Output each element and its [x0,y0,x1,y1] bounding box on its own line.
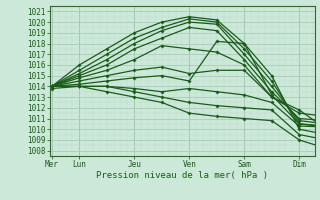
X-axis label: Pression niveau de la mer( hPa ): Pression niveau de la mer( hPa ) [96,171,268,180]
